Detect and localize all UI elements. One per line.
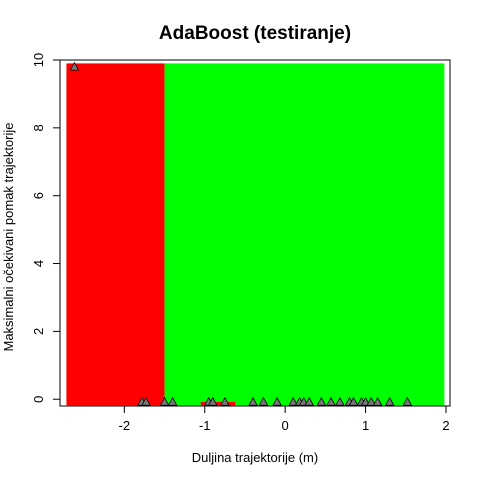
data-point (167, 396, 178, 406)
data-point (207, 396, 218, 406)
decision-regions (66, 63, 445, 406)
x-axis: -2 -1 0 1 2 (119, 405, 450, 433)
x-tick-label: 1 (362, 418, 369, 433)
data-point (288, 396, 299, 406)
data-point (304, 396, 315, 406)
data-point (402, 396, 413, 406)
data-point (316, 396, 327, 406)
x-axis-label: Duljina trajektorije (m) (192, 450, 318, 465)
x-tick-label: -2 (119, 418, 131, 433)
data-points (69, 61, 413, 406)
y-axis-label: Maksimalni očekivani pomak trajektorije (1, 122, 16, 351)
data-point (141, 396, 151, 406)
data-point (366, 396, 377, 406)
data-point (248, 396, 258, 406)
y-tick-label: 2 (31, 328, 46, 335)
data-point (69, 61, 80, 71)
x-tick-label: 0 (282, 418, 289, 433)
y-tick-label: 8 (31, 124, 46, 131)
y-tick-label: 0 (31, 396, 46, 403)
region-red-0 (66, 63, 165, 406)
y-tick-label: 6 (31, 192, 46, 199)
region-red-2 (200, 401, 236, 406)
data-point (334, 396, 345, 406)
data-point (159, 396, 170, 406)
data-point (219, 396, 230, 406)
x-tick-label: 2 (442, 418, 449, 433)
data-point (348, 396, 359, 406)
data-point (272, 396, 282, 406)
data-point (384, 396, 395, 406)
y-tick-label: 4 (31, 260, 46, 267)
region-green-1 (164, 63, 445, 406)
data-point (258, 396, 269, 406)
data-point (372, 396, 383, 406)
y-tick-label: 10 (31, 53, 46, 67)
data-point (326, 396, 336, 406)
x-tick-label: -1 (199, 418, 211, 433)
y-axis: 0 2 4 6 8 10 (31, 53, 61, 403)
chart-title: AdaBoost (testiranje) (159, 23, 351, 44)
